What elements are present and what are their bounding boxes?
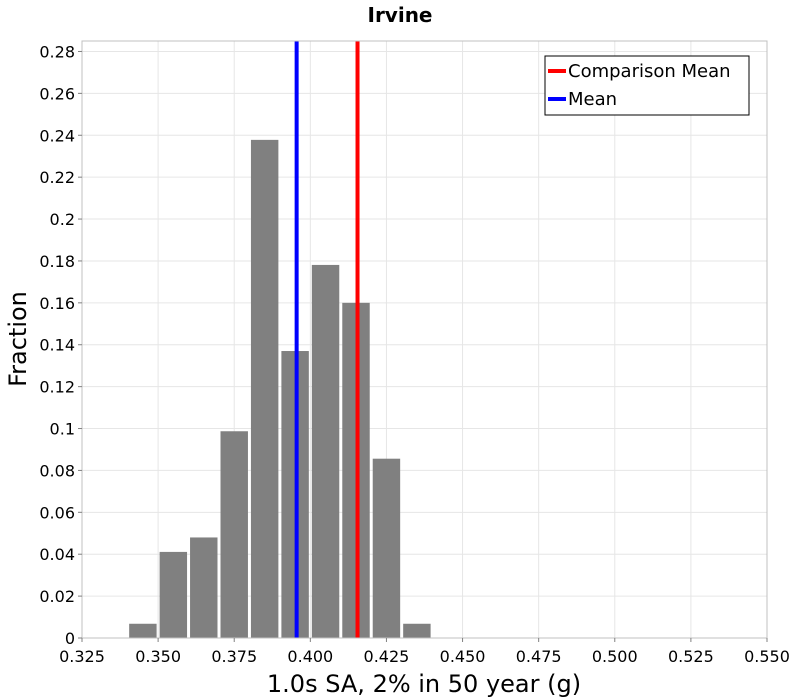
histogram-bar <box>372 458 401 638</box>
y-tick-label: 0.18 <box>39 252 75 271</box>
axis-ticks: 0.325 0.350 0.375 0.400 0.425 0.450 0.475 0.500… <box>39 42 790 666</box>
y-tick-label: 0.24 <box>39 126 75 145</box>
x-tick-label: 0.425 <box>364 647 410 666</box>
plot-area-frame <box>81 40 768 639</box>
y-tick-label: 0.02 <box>39 587 75 606</box>
histogram-bar <box>311 264 340 638</box>
x-axis-label: 1.0s SA, 2% in 50 year (g) <box>267 670 581 698</box>
legend-box <box>544 55 750 116</box>
histogram-bar <box>403 623 431 638</box>
histogram-bar <box>250 139 279 638</box>
y-tick-label: 0.04 <box>39 545 75 564</box>
y-tick-label: 0.14 <box>39 336 75 355</box>
y-tick-label: 0.16 <box>39 294 75 313</box>
histogram-bars <box>129 139 431 638</box>
y-tick-label: 0.08 <box>39 461 75 480</box>
x-tick-label: 0.550 <box>744 647 790 666</box>
x-tick-label: 0.400 <box>287 647 333 666</box>
x-tick-label: 0.450 <box>440 647 486 666</box>
y-axis-label: Fraction <box>4 291 32 387</box>
x-tick-label: 0.475 <box>516 647 562 666</box>
histogram-bar <box>190 537 218 638</box>
mean-lines <box>294 41 360 638</box>
y-tick-label: 0.22 <box>39 168 75 187</box>
legend-label-mean: Mean <box>568 89 617 110</box>
y-tick-label: 0.12 <box>39 378 75 397</box>
x-tick-label: 0.325 <box>59 647 105 666</box>
legend-label-comparison-mean: Comparison Mean <box>568 61 731 82</box>
x-tick-label: 0.500 <box>592 647 638 666</box>
histogram-bar <box>129 623 157 638</box>
chart-title: Irvine <box>368 3 433 27</box>
x-tick-label: 0.375 <box>211 647 257 666</box>
x-tick-label: 0.525 <box>668 647 714 666</box>
y-tick-label: 0.28 <box>39 42 75 61</box>
histogram-bar <box>159 551 188 638</box>
y-tick-label: 0.2 <box>50 210 75 229</box>
y-tick-label: 0.06 <box>39 503 75 522</box>
grid-lines <box>81 41 768 638</box>
x-tick-label: 0.350 <box>135 647 181 666</box>
histogram-bar <box>220 431 248 638</box>
y-tick-label: 0.1 <box>50 420 75 439</box>
y-tick-label: 0.26 <box>39 84 75 103</box>
y-tick-label: 0 <box>65 629 75 648</box>
legend: Comparison Mean Mean <box>544 55 750 116</box>
